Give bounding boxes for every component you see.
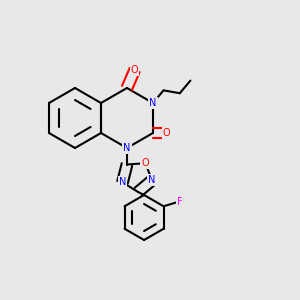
Text: F: F — [177, 196, 182, 206]
Text: N: N — [148, 175, 156, 185]
Text: N: N — [123, 143, 130, 153]
Text: N: N — [119, 177, 126, 187]
Text: N: N — [149, 98, 157, 108]
Text: O: O — [163, 128, 170, 138]
Text: O: O — [131, 65, 139, 75]
Text: O: O — [141, 158, 149, 168]
